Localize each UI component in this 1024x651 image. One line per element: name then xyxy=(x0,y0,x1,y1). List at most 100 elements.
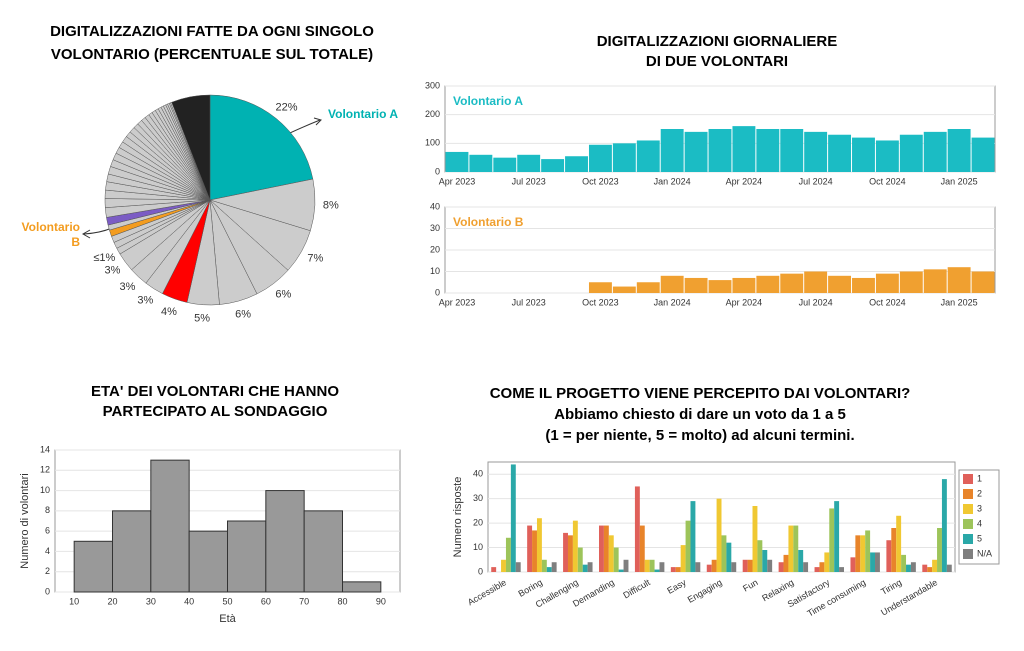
bar xyxy=(510,464,516,572)
bar xyxy=(634,486,640,572)
bar xyxy=(732,277,756,293)
legend-swatch xyxy=(963,534,973,544)
bar xyxy=(865,530,871,572)
bar xyxy=(793,525,799,572)
bar xyxy=(493,157,517,172)
bar xyxy=(828,134,852,172)
bar xyxy=(780,273,804,293)
x-tick-label: Jan 2025 xyxy=(941,297,978,307)
chart-subtitle: (1 = per niente, 5 = molto) ad alcuni te… xyxy=(545,427,854,444)
bar xyxy=(814,567,820,572)
bar xyxy=(649,559,655,572)
bar xyxy=(721,535,727,572)
y-tick-label: 0 xyxy=(435,166,440,176)
x-tick-label: Oct 2024 xyxy=(869,176,906,186)
y-tick-label: 2 xyxy=(45,566,50,576)
x-tick-label: Difficult xyxy=(621,577,652,601)
bar xyxy=(788,525,794,572)
pie-slice xyxy=(171,94,211,201)
bar xyxy=(819,562,825,572)
bar xyxy=(527,525,533,572)
bar xyxy=(804,271,828,293)
bar xyxy=(639,525,645,572)
bar xyxy=(469,154,493,172)
bar xyxy=(947,267,971,293)
y-tick-label: 10 xyxy=(430,266,440,276)
bar xyxy=(947,129,971,172)
x-tick-label: 20 xyxy=(107,596,117,606)
bar xyxy=(711,559,717,572)
chart-title: DIGITALIZZAZIONI GIORNALIERE xyxy=(597,33,838,50)
bar xyxy=(757,540,763,572)
x-tick-label: Oct 2024 xyxy=(869,297,906,307)
bar xyxy=(850,557,856,572)
bar xyxy=(670,567,676,572)
y-tick-label: 30 xyxy=(430,223,440,233)
bar xyxy=(804,131,828,172)
bar xyxy=(932,559,938,572)
bar xyxy=(906,564,911,572)
y-axis-label: Numero di volontari xyxy=(19,473,31,568)
bar xyxy=(445,151,469,172)
bar xyxy=(971,137,995,172)
bar xyxy=(618,569,624,572)
y-tick-label: 100 xyxy=(425,138,440,148)
bar xyxy=(623,559,629,572)
bar xyxy=(706,564,712,572)
slice-label: 3% xyxy=(120,281,136,293)
bar xyxy=(685,520,691,572)
x-tick-label: Jan 2024 xyxy=(654,297,691,307)
bar xyxy=(565,156,588,172)
histogram-bar xyxy=(150,459,190,593)
bar xyxy=(910,562,916,572)
bar xyxy=(599,525,604,572)
bar xyxy=(608,535,614,572)
y-tick-label: 8 xyxy=(45,505,50,515)
x-tick-label: Jul 2024 xyxy=(799,176,833,186)
bar xyxy=(636,140,660,172)
bar xyxy=(532,530,537,572)
x-tick-label: Oct 2023 xyxy=(582,297,619,307)
bar xyxy=(731,562,737,572)
bar xyxy=(732,126,756,172)
bar xyxy=(875,140,899,172)
bar xyxy=(515,562,521,572)
bar xyxy=(684,131,708,172)
bar xyxy=(860,535,866,572)
bar xyxy=(756,275,780,293)
bar xyxy=(716,498,722,572)
legend-label: N/A xyxy=(977,548,992,558)
x-tick-label: Easy xyxy=(665,577,688,596)
histogram-bar xyxy=(265,490,305,593)
bar xyxy=(828,275,852,293)
bar xyxy=(875,273,899,293)
slice-label: 8% xyxy=(323,200,339,212)
bar xyxy=(852,137,875,172)
x-tick-label: Apr 2023 xyxy=(439,297,476,307)
x-tick-label: Jul 2023 xyxy=(512,297,546,307)
histogram-bar xyxy=(188,530,229,593)
bar xyxy=(491,567,497,572)
x-tick-label: Jul 2023 xyxy=(512,176,546,186)
bar xyxy=(767,559,773,572)
bar xyxy=(708,129,732,172)
arrow-head xyxy=(81,229,91,239)
y-tick-label: 6 xyxy=(45,526,50,536)
chart-title: DIGITALIZZAZIONI FATTE DA OGNI SINGOLO xyxy=(50,23,374,40)
x-tick-label: Jan 2024 xyxy=(654,176,691,186)
series-label: Volontario B xyxy=(453,215,524,229)
x-tick-label: 80 xyxy=(337,596,347,606)
chart-title: ETA' DEI VOLONTARI CHE HANNO xyxy=(91,383,339,400)
bar xyxy=(891,528,897,572)
bar xyxy=(690,501,696,572)
x-tick-label: 40 xyxy=(184,596,194,606)
bar xyxy=(896,515,902,572)
bar xyxy=(660,129,684,172)
x-tick-label: 70 xyxy=(299,596,309,606)
bar xyxy=(708,280,732,293)
x-tick-label: Boring xyxy=(517,577,545,599)
y-tick-label: 0 xyxy=(478,566,483,576)
bar xyxy=(922,564,928,572)
slice-label: 6% xyxy=(235,308,251,320)
